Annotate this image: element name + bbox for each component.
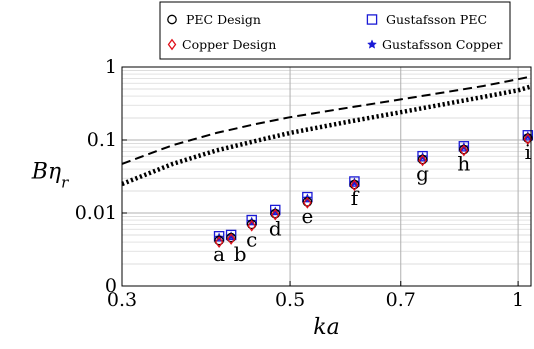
bound-curves <box>121 75 532 187</box>
point-label: i <box>525 140 531 164</box>
x-tick-label: 0.5 <box>275 289 305 311</box>
data-point-diamond <box>418 154 427 167</box>
data-point-diamond <box>303 196 312 209</box>
data-point-diamond <box>226 233 236 245</box>
x-tick-label: 0.7 <box>386 289 416 311</box>
data-point-diamond <box>523 133 533 145</box>
data-point-diamond <box>350 179 359 192</box>
axis-ticks: 0 0.01 0.1 1 0.3 0.5 0.7 1 <box>75 56 524 311</box>
x-axis-label: ka <box>313 315 339 340</box>
legend-marker-square <box>366 14 378 25</box>
legend-label: Copper Design <box>182 37 276 52</box>
data-point-diamond <box>247 219 257 232</box>
data-markers <box>213 130 534 248</box>
data-point-square <box>225 229 237 241</box>
legend: PEC Design Gustafsson PEC Copper Design Gus… <box>159 1 511 60</box>
x-tick-label: 1 <box>512 289 524 311</box>
point-label: f <box>351 186 360 210</box>
legend-label: Gustafsson Copper <box>382 37 502 52</box>
legend-label: Gustafsson PEC <box>386 12 487 27</box>
point-label: a <box>213 242 225 266</box>
point-label: g <box>416 161 429 185</box>
y-tick-label: 0 <box>105 275 117 297</box>
y-tick-label: 0.01 <box>75 202 117 224</box>
legend-box <box>159 1 511 60</box>
data-point-square <box>458 141 470 152</box>
data-point-square <box>522 130 534 141</box>
y-tick-label: 0.1 <box>87 129 117 151</box>
point-label: c <box>246 228 257 252</box>
point-label: e <box>301 204 313 228</box>
dotted-bound-curve <box>121 84 532 187</box>
x-tick-label: 0.3 <box>107 289 137 311</box>
point-label: h <box>457 151 470 175</box>
data-point-square <box>349 176 360 187</box>
data-point-diamond <box>270 208 280 221</box>
point-labels: a bc de f g h i <box>213 140 531 266</box>
legend-marker-diamond <box>167 38 177 51</box>
point-label: b <box>234 242 247 266</box>
legend-marker-circle <box>167 14 177 25</box>
y-tick-label: 1 <box>105 56 117 78</box>
dashed-bound-curve <box>121 75 532 165</box>
point-label: d <box>269 217 282 241</box>
plot-frame <box>121 66 532 287</box>
data-point-diamond <box>459 144 469 157</box>
data-point-square <box>417 150 428 162</box>
legend-label: PEC Design <box>186 12 261 27</box>
grid <box>121 66 531 287</box>
data-point-diamond <box>214 236 224 248</box>
y-axis-label: Bηr <box>31 160 69 192</box>
legend-marker-star <box>366 39 378 49</box>
